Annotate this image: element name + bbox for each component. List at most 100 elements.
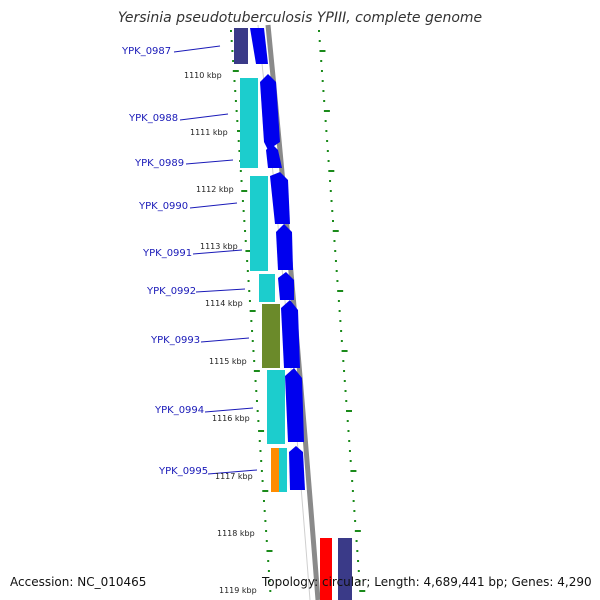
feature-block-0994 [267, 370, 285, 444]
scale-dot [257, 420, 260, 422]
feature-block-0987 [234, 28, 248, 64]
scale-dot [338, 310, 341, 312]
scale-dot [337, 290, 344, 292]
scale-dot [329, 180, 332, 182]
gene-label: YPK_0988 [129, 113, 179, 124]
scale-dot [244, 230, 247, 232]
scale-dot [319, 50, 326, 52]
scale-dot [320, 70, 323, 72]
scale-dot [351, 480, 354, 482]
scale-dot [323, 100, 326, 102]
gene-label: YPK_0989 [135, 158, 185, 169]
tick-label: 1114 kbp [205, 299, 243, 308]
scale-dot [258, 430, 265, 432]
scale-dot [333, 240, 336, 242]
scale-dot [255, 400, 258, 402]
feature-block-0995b [279, 448, 287, 492]
cds-arrow-0991 [276, 224, 293, 270]
gene-label: YPK_0995 [159, 466, 209, 477]
tick-label: 1113 kbp [200, 242, 238, 251]
scale-dot [260, 470, 263, 472]
scale-dot [339, 320, 342, 322]
cds-arrow-0989 [266, 144, 282, 168]
map-title: Yersinia pseudotuberculosis YPIII, compl… [117, 10, 483, 26]
scale-dot [322, 90, 325, 92]
scale-dot [332, 230, 339, 232]
scale-dot [230, 30, 232, 32]
scale-dot [346, 410, 352, 412]
scale-dot [259, 450, 262, 452]
scale-dot [340, 330, 343, 332]
scale-dot [323, 110, 330, 112]
scale-dots-left [230, 30, 273, 592]
scale-dot [359, 590, 366, 592]
tick-label: 1116 kbp [212, 414, 250, 423]
scale-dot [258, 440, 261, 442]
scale-dot [230, 40, 233, 42]
scale-dot [241, 190, 248, 192]
scale-dot [356, 550, 359, 552]
scale-dots-right [318, 30, 366, 592]
scale-dot [262, 490, 269, 492]
accession-text: Accession: NC_010465 [10, 575, 147, 589]
cds-track [250, 28, 305, 490]
gene-label: YPK_0991 [143, 248, 193, 259]
tick-label: 1118 kbp [217, 529, 255, 538]
scale-dot [243, 220, 246, 222]
tick-label: 1110 kbp [184, 71, 222, 80]
scale-dot [240, 180, 243, 182]
scale-dot [326, 140, 329, 142]
scale-dot [334, 260, 337, 262]
scale-dot [358, 580, 361, 582]
scale-dot [248, 290, 251, 292]
scale-dot [321, 80, 324, 82]
tick-label: 1111 kbp [190, 128, 228, 137]
scale-dot [269, 590, 272, 592]
scale-dot [246, 270, 249, 272]
feature-block-0993 [262, 304, 280, 368]
cds-arrow-0994b [289, 446, 305, 490]
feature-block-0992 [259, 274, 275, 302]
scale-dot [246, 260, 249, 262]
scale-dot [329, 190, 332, 192]
scale-dot [245, 250, 252, 252]
scale-dot [251, 340, 254, 342]
scale-dot [352, 500, 355, 502]
scale-dot [345, 400, 348, 402]
scale-dot [265, 530, 268, 532]
scale-dot [357, 570, 360, 572]
scale-dot [348, 440, 351, 442]
scale-dot [327, 160, 330, 162]
scale-dot [250, 320, 253, 322]
scale-dot [342, 360, 345, 362]
cds-arrow-0990 [270, 172, 290, 224]
scale-dot [239, 170, 242, 172]
gene-label: YPK_0993 [151, 335, 201, 346]
scale-dot [335, 270, 338, 272]
scale-dot [328, 170, 335, 172]
scale-dot [262, 500, 265, 502]
scale-dot [268, 580, 271, 582]
tick-label: 1117 kbp [215, 472, 253, 481]
feature-red [320, 538, 332, 600]
feature-track [234, 28, 287, 492]
scale-dot [237, 140, 240, 142]
tick-label: 1119 kbp [219, 586, 257, 595]
topology-text: Topology: circular; Length: 4,689,441 bp… [262, 575, 592, 589]
feature-block-0988 [240, 78, 258, 168]
scale-dot [343, 370, 346, 372]
scale-dot [325, 130, 328, 132]
scale-dot [242, 210, 245, 212]
scale-dot [261, 480, 264, 482]
cds-arrow-0994a [285, 368, 304, 442]
scale-dot [324, 120, 327, 122]
scale-dot [252, 350, 255, 352]
label-leaders [173, 45, 258, 475]
scale-dot [255, 390, 258, 392]
scale-dot [263, 510, 266, 512]
cds-arrow-0992 [278, 272, 294, 300]
scale-dot [336, 280, 339, 282]
scale-dot [267, 570, 270, 572]
scale-dot [254, 380, 257, 382]
